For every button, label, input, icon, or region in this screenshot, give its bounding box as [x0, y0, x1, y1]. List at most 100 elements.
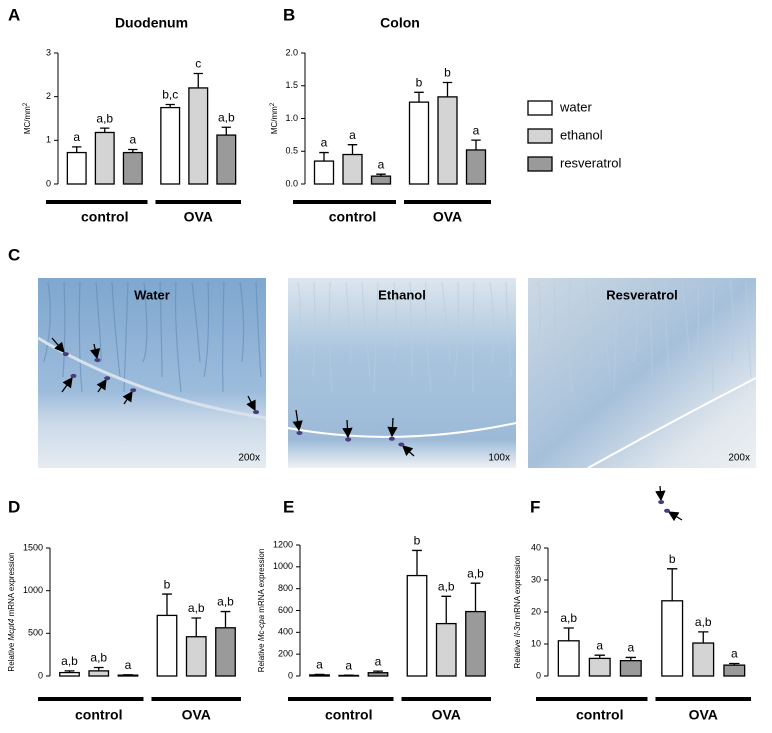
legend-label: ethanol	[560, 127, 603, 142]
bar	[59, 671, 80, 677]
group-label: OVA	[689, 707, 718, 723]
group-label: control	[75, 707, 122, 723]
tissue-texture	[95, 281, 102, 363]
mast-cell	[130, 388, 137, 393]
y-label-part: 2	[23, 102, 29, 106]
error-bar	[93, 666, 104, 671]
y-label-part: mRNA expression	[7, 552, 16, 618]
magnification-label: 200x	[728, 453, 750, 464]
group-label: control	[81, 209, 128, 225]
y-label-part: mRNA expression	[257, 549, 266, 615]
y-tick-label: 0.0	[285, 178, 298, 188]
tissue-texture	[568, 281, 573, 393]
significance-label: b,c	[162, 88, 178, 102]
tissue-texture	[203, 281, 210, 378]
error-bar	[441, 595, 452, 624]
y-tick-label: 3	[46, 47, 51, 57]
micrograph	[288, 278, 516, 468]
y-tick-label: 20	[531, 606, 541, 616]
significance-label: b	[164, 577, 171, 591]
tissue-texture	[62, 281, 66, 378]
mast-cell	[388, 436, 395, 441]
panel-label: F	[530, 497, 540, 516]
mast-cell	[658, 500, 665, 505]
bar	[661, 600, 684, 677]
bar	[408, 101, 430, 185]
tissue-texture	[191, 281, 201, 363]
panel-label: B	[283, 5, 295, 24]
significance-label: a,b	[218, 110, 235, 124]
bar	[588, 657, 611, 677]
panel-label: D	[8, 497, 20, 516]
tissue-texture	[293, 281, 301, 363]
y-axis-label: Relative Mcpt4 mRNA expression	[7, 552, 16, 671]
chart-title: Duodenum	[115, 15, 188, 31]
tissue-texture	[78, 281, 83, 393]
significance-label: b	[414, 534, 421, 548]
significance-label: a	[345, 658, 352, 672]
arrow	[292, 409, 303, 432]
error-bar	[319, 151, 329, 162]
legend-swatch	[527, 128, 553, 144]
error-bar	[470, 582, 481, 612]
y-tick-label: 30	[531, 574, 541, 584]
bar	[367, 672, 389, 677]
significance-label: a,b	[61, 654, 78, 668]
arrow	[342, 419, 353, 439]
bar	[156, 614, 178, 677]
significance-label: a,b	[560, 611, 577, 625]
error-bar	[100, 127, 110, 133]
group-label: control	[329, 209, 376, 225]
error-bar	[412, 549, 422, 576]
significance-label: a	[316, 658, 323, 672]
y-tick-label: 1000	[23, 585, 43, 595]
y-tick-label: 0	[536, 670, 541, 680]
error-bar	[347, 144, 358, 155]
bar	[465, 149, 487, 185]
bar	[66, 151, 87, 185]
arrow	[387, 417, 398, 438]
error-bar	[625, 656, 636, 661]
bar	[94, 131, 115, 185]
error-bar	[221, 126, 231, 136]
y-tick-label: 1500	[23, 542, 43, 552]
bar	[342, 153, 363, 185]
arrow	[667, 511, 683, 522]
significance-label: a	[321, 136, 328, 150]
mast-cell	[398, 442, 405, 447]
tissue-texture	[729, 281, 735, 363]
arrow	[90, 343, 101, 360]
error-bar	[165, 103, 175, 108]
y-label-part: MC/mm	[270, 106, 279, 134]
bar	[437, 96, 458, 185]
y-tick-label: 1.5	[285, 80, 298, 90]
group-label: OVA	[433, 209, 462, 225]
bar	[313, 160, 335, 185]
tissue-texture	[43, 281, 51, 363]
magnification-label: 200x	[238, 453, 260, 464]
error-bar	[471, 139, 481, 150]
error-bar	[414, 91, 424, 103]
y-tick-label: 1	[46, 135, 51, 145]
tissue-texture	[312, 281, 316, 378]
chart-title: Colon	[380, 15, 420, 31]
bar	[216, 134, 237, 185]
magnification-label: 100x	[488, 453, 510, 464]
y-tick-label: 0	[46, 178, 51, 188]
significance-label: a,b	[96, 111, 113, 125]
bar	[215, 627, 236, 677]
mucosa-edge	[587, 377, 757, 469]
significance-label: a	[596, 638, 603, 652]
mast-cell	[296, 431, 303, 435]
significance-label: a	[349, 128, 356, 142]
significance-label: c	[195, 57, 201, 71]
y-tick-label: 0	[288, 670, 293, 680]
tissue-texture	[585, 281, 592, 363]
tissue-texture	[111, 281, 121, 378]
legend-swatch	[527, 156, 553, 172]
significance-label: b	[669, 552, 676, 566]
tissue-texture	[453, 281, 460, 378]
group-label: OVA	[182, 707, 211, 723]
significance-label: a,b	[467, 566, 484, 580]
tissue-texture	[505, 281, 512, 378]
